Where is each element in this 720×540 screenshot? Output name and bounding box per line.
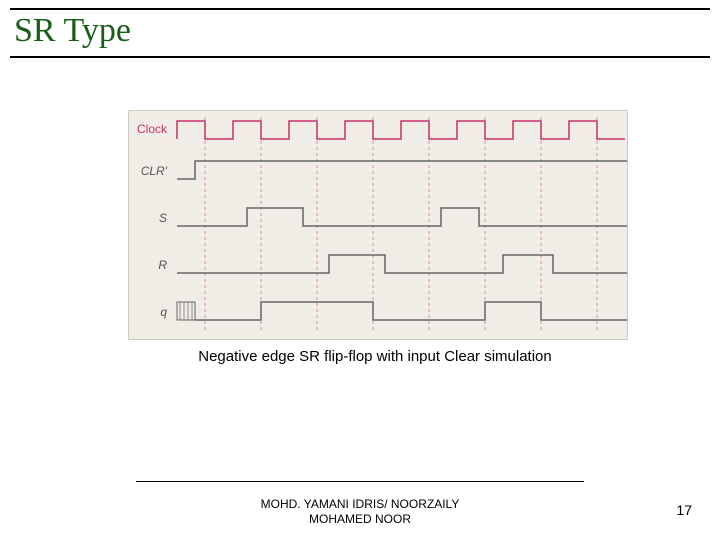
- slide-title: SR Type: [14, 12, 131, 50]
- author-line-1: MOHD. YAMANI IDRIS/ NOORZAILY: [261, 497, 460, 511]
- page-number: 17: [676, 502, 692, 518]
- footer-border: [136, 481, 584, 482]
- svg-text:S: S: [159, 211, 167, 225]
- svg-text:CLR': CLR': [141, 164, 168, 178]
- top-border: [10, 8, 710, 10]
- diagram-caption: Negative edge SR flip-flop with input Cl…: [190, 348, 560, 367]
- timing-svg: Clock CLR' S Rq: [129, 111, 629, 341]
- author-line-2: MOHAMED NOOR: [309, 512, 411, 526]
- timing-diagram: Clock CLR' S Rq: [128, 110, 628, 340]
- footer-author: MOHD. YAMANI IDRIS/ NOORZAILY MOHAMED NO…: [0, 497, 720, 526]
- svg-text:Clock: Clock: [137, 122, 168, 136]
- svg-text:R: R: [158, 258, 167, 272]
- title-underline: [10, 56, 710, 58]
- svg-text:q: q: [160, 305, 167, 319]
